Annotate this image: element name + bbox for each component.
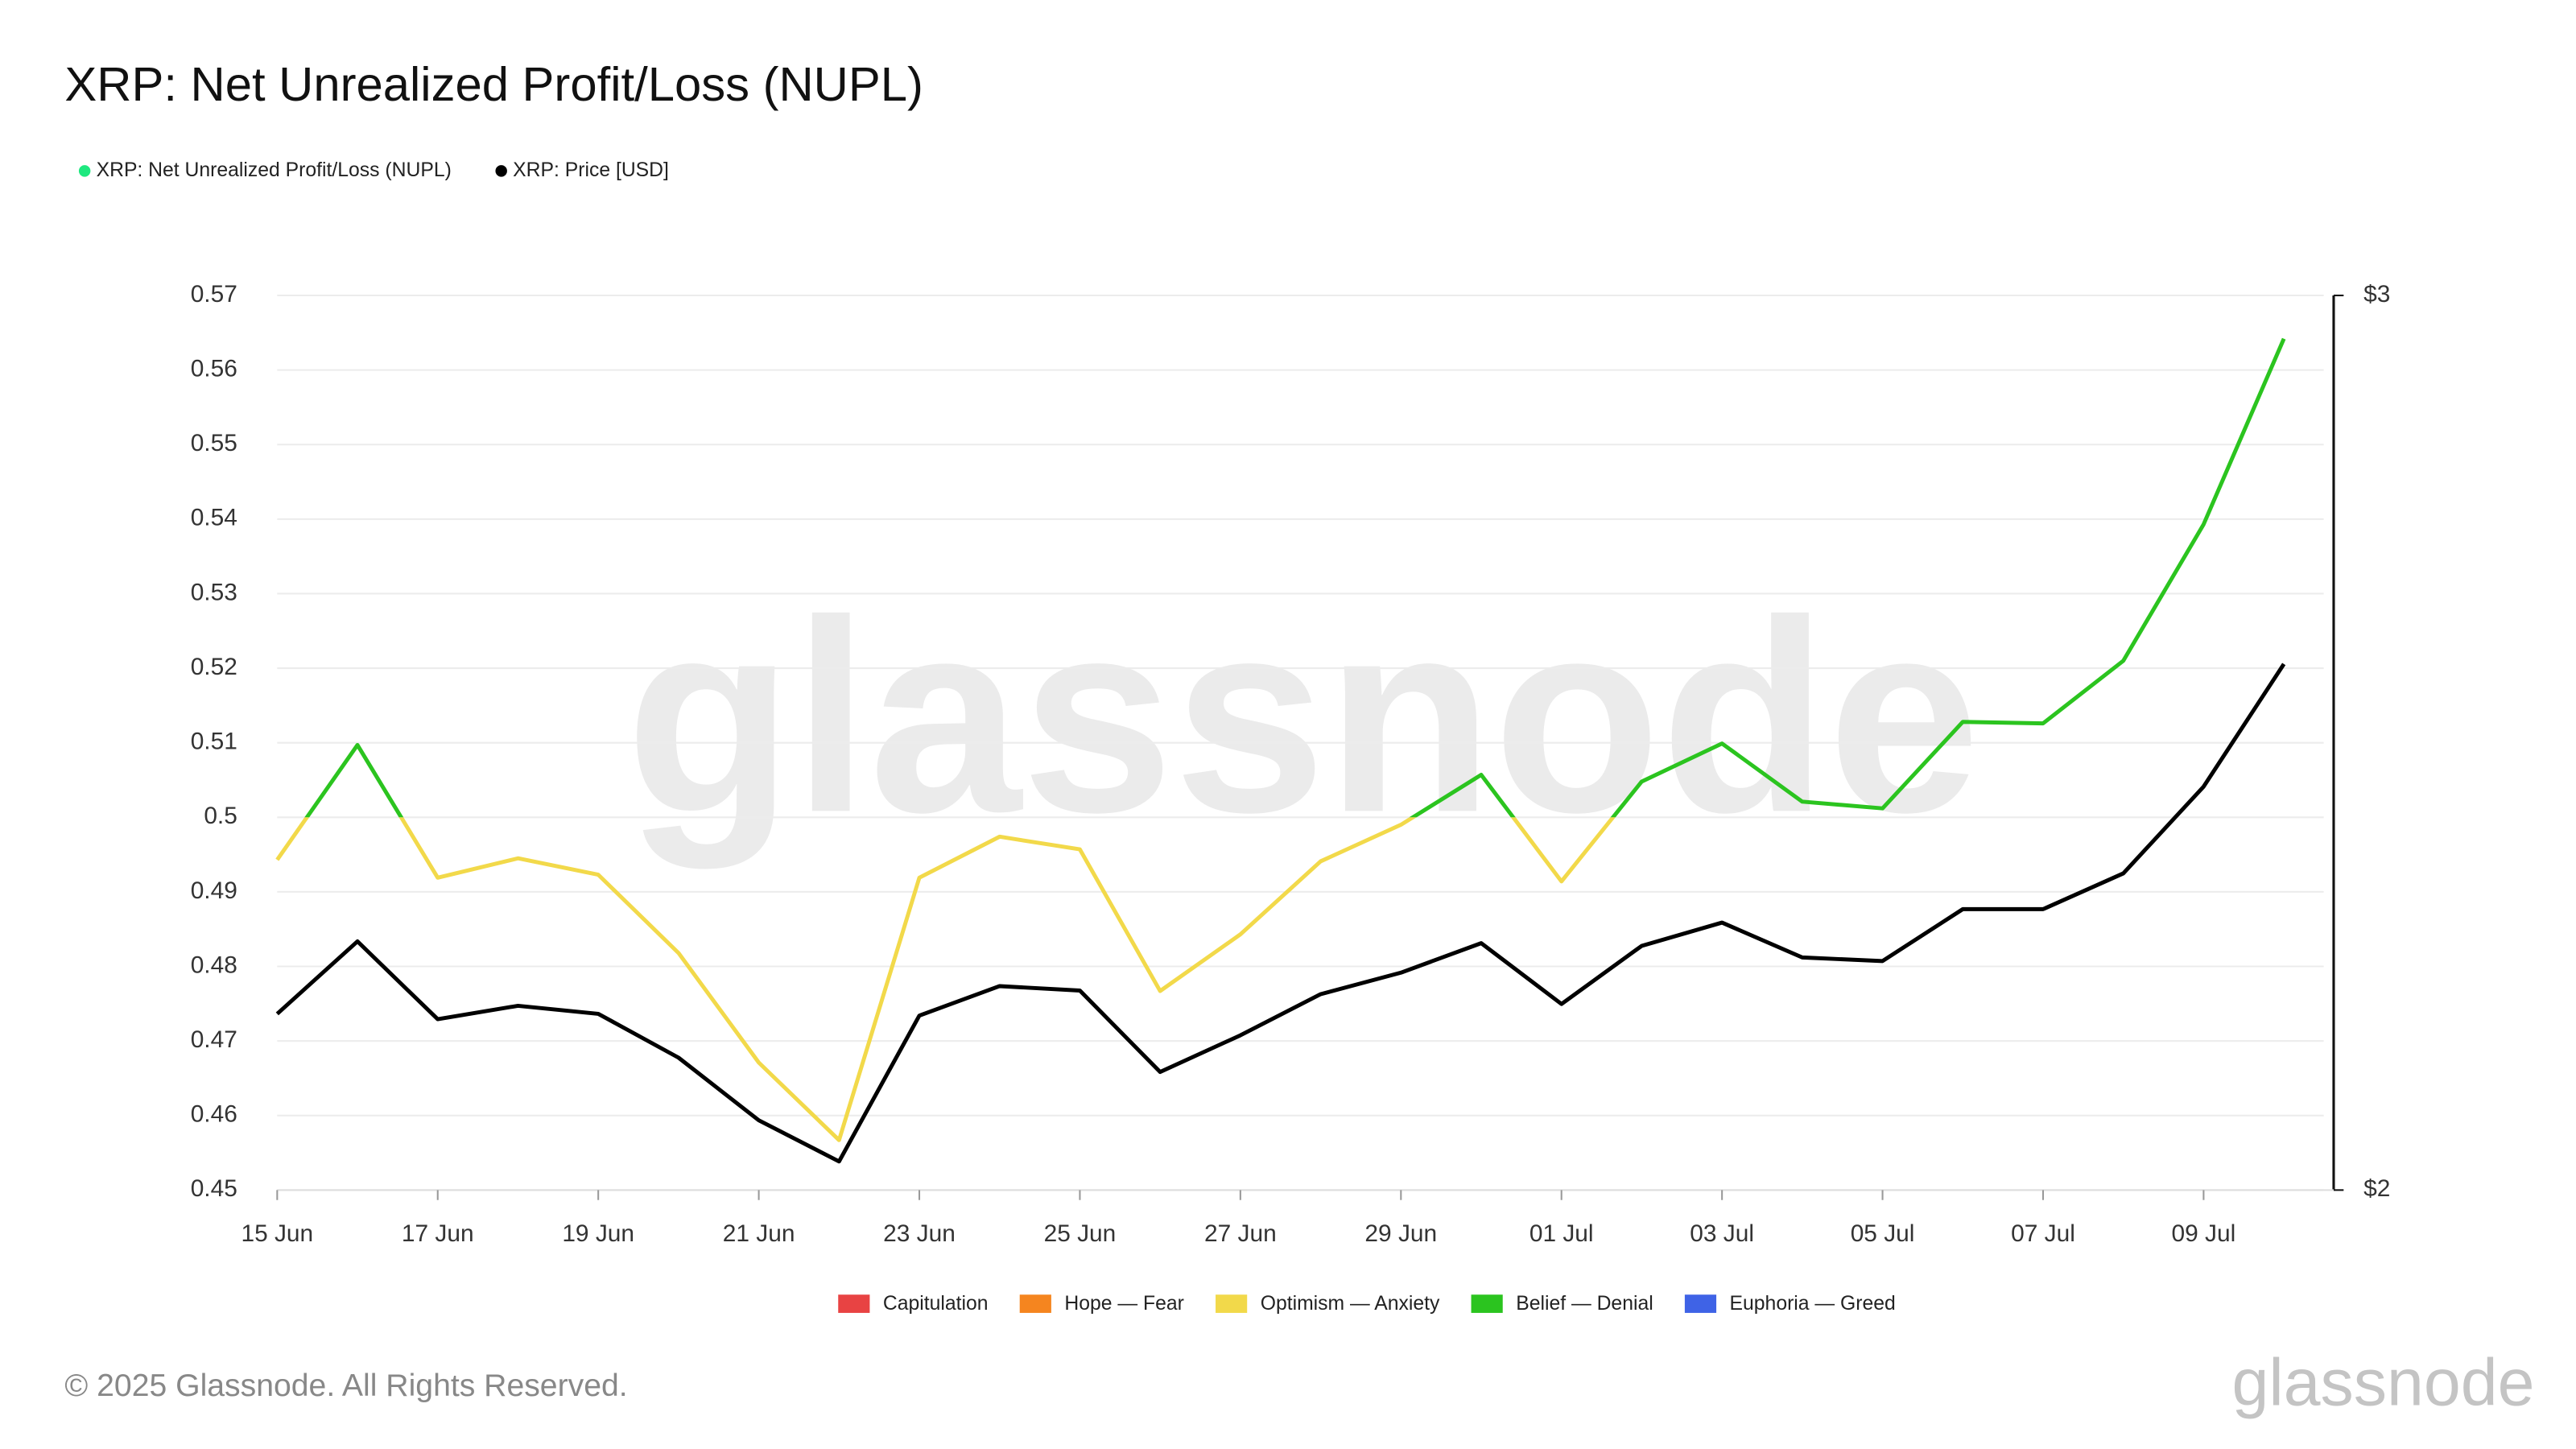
x-tick-label: 01 Jul	[1530, 1220, 1594, 1247]
x-tick-label: 17 Jun	[402, 1220, 474, 1247]
price-line	[275, 663, 2286, 1164]
y-tick-label: 0.46	[191, 1101, 237, 1128]
y-tick-label: 0.48	[191, 952, 237, 978]
y-tick-label: 0.53	[191, 579, 237, 605]
x-tick-label: 09 Jul	[2172, 1220, 2236, 1247]
y-tick-label: 0.51	[191, 729, 237, 755]
logo: glassnode	[2231, 1345, 2534, 1419]
x-tick-label: 25 Jun	[1044, 1220, 1117, 1247]
x-tick-label: 07 Jul	[2011, 1220, 2075, 1247]
legend-label: XRP: Price [USD]	[513, 159, 669, 181]
x-tick-label: 05 Jul	[1851, 1220, 1915, 1247]
zone-legend-swatch	[1019, 1294, 1051, 1313]
y2-tick-label: $2	[2363, 1175, 2390, 1202]
zone-legend-label: Belief — Denial	[1516, 1293, 1653, 1315]
y-tick-label: 0.55	[191, 430, 237, 456]
watermark: glassnode	[625, 564, 1980, 870]
chart-title: XRP: Net Unrealized Profit/Loss (NUPL)	[64, 57, 923, 111]
y-tick-label: 0.57	[191, 281, 237, 308]
zone-legend-label: Euphoria — Greed	[1730, 1293, 1896, 1315]
zone-legend-label: Capitulation	[883, 1293, 989, 1315]
x-tick-label: 27 Jun	[1204, 1220, 1277, 1247]
zone-legend-swatch	[1471, 1294, 1503, 1313]
nupl-line	[275, 817, 1616, 1142]
zone-legend-swatch	[838, 1294, 870, 1313]
y-tick-label: 0.47	[191, 1026, 237, 1053]
x-tick-label: 03 Jul	[1690, 1220, 1754, 1247]
y-tick-label: 0.45	[191, 1175, 237, 1202]
y-tick-label: 0.49	[191, 877, 237, 904]
zone-legend-label: Hope — Fear	[1064, 1293, 1183, 1315]
y2-tick-label: $3	[2363, 281, 2390, 308]
zone-legend-label: Optimism — Anxiety	[1261, 1293, 1440, 1315]
zone-legend-swatch	[1684, 1294, 1717, 1313]
y-tick-label: 0.56	[191, 356, 237, 382]
x-tick-label: 23 Jun	[883, 1220, 956, 1247]
copyright: © 2025 Glassnode. All Rights Reserved.	[64, 1368, 627, 1403]
x-tick-label: 21 Jun	[723, 1220, 795, 1247]
x-tick-label: 15 Jun	[241, 1220, 313, 1247]
nupl-line	[304, 337, 2286, 818]
x-tick-label: 19 Jun	[562, 1220, 634, 1247]
x-tick-label: 29 Jun	[1364, 1220, 1437, 1247]
zone-legend-swatch	[1216, 1294, 1248, 1313]
y-tick-label: 0.5	[204, 803, 237, 829]
legend-marker	[78, 165, 91, 177]
y-tick-label: 0.52	[191, 654, 237, 680]
legend-label: XRP: Net Unrealized Profit/Loss (NUPL)	[97, 159, 452, 181]
legend-marker	[495, 165, 507, 177]
y-tick-label: 0.54	[191, 505, 237, 531]
